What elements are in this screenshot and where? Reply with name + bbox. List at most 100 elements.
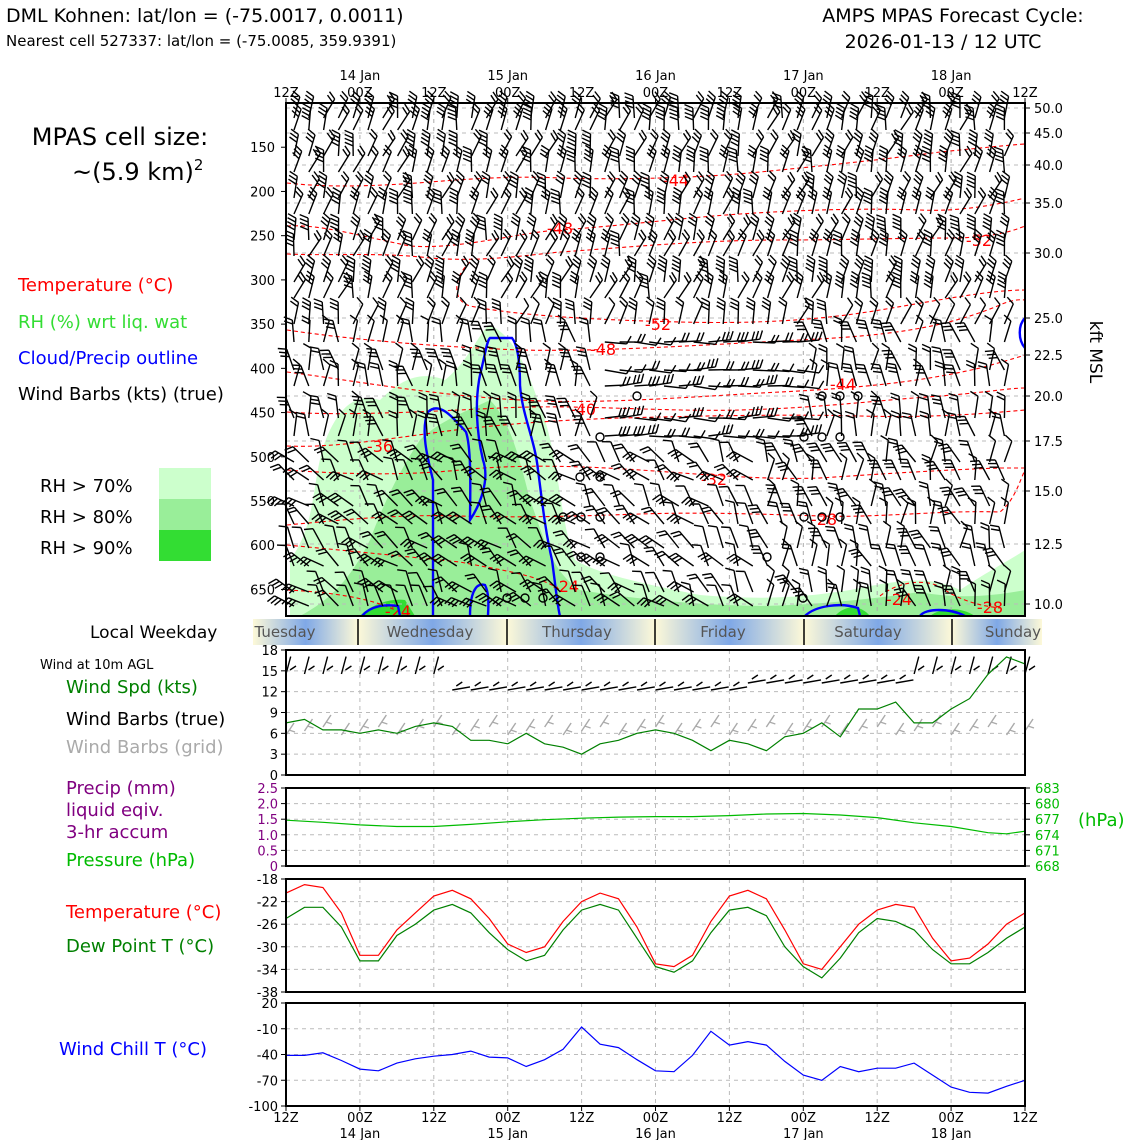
wind-10m-label: Wind at 10m AGL: [40, 658, 154, 673]
wind-barb: [557, 314, 566, 343]
wind-barb: [914, 543, 932, 567]
wind-barb: [410, 584, 428, 607]
wind-barb: [781, 102, 792, 131]
wind-barb: [890, 410, 902, 437]
wind-barb: [913, 170, 924, 199]
wind-barb: [296, 556, 324, 567]
wind-barb-grid: [322, 714, 333, 728]
y-right-tick-label: 15.0: [1034, 485, 1063, 500]
wind-barb: [327, 492, 354, 507]
wind-barb: [632, 570, 650, 593]
wind-barb: [942, 349, 961, 371]
wind-barb: [811, 90, 823, 119]
wind-barb: [542, 545, 562, 567]
wind-barb-true: [359, 656, 371, 675]
wind-barb: [749, 212, 760, 241]
wind-barb: [840, 297, 854, 325]
calm-circle: [853, 391, 863, 401]
wind-barb: [574, 186, 585, 215]
wind-barb: [836, 564, 846, 593]
wind-barb: [892, 213, 902, 240]
wind-barb: [771, 92, 784, 119]
wind-barb: [662, 439, 680, 463]
y-right-tick-label: 22.5: [1034, 349, 1063, 364]
wind-barb: [702, 572, 724, 593]
wind-barb-true: [322, 656, 334, 675]
wind-barb: [607, 582, 635, 593]
wind-barb: [890, 392, 902, 419]
wind-barb: [726, 553, 754, 567]
wind-barb: [737, 405, 763, 419]
wind-barb: [334, 571, 354, 593]
wind-barb: [500, 129, 513, 157]
wind-barb-grid: [285, 722, 296, 736]
wind-barb: [451, 390, 461, 419]
wind-barb: [337, 408, 347, 437]
wind-barb: [705, 90, 716, 119]
wind-barb: [687, 212, 698, 241]
calm-circle: [595, 432, 605, 442]
wind-barb-true: [747, 674, 766, 684]
wind-barb: [999, 212, 1010, 241]
wind-barb: [313, 446, 339, 463]
wind-barb: [808, 228, 819, 257]
wind-barb: [567, 129, 577, 157]
wind-barb: [863, 145, 874, 173]
wind-barb: [569, 460, 591, 481]
wind-barb: [899, 90, 910, 119]
wind-barb: [609, 146, 621, 173]
wind-barb: [949, 214, 961, 241]
wind-barb: [397, 103, 411, 131]
wind-barb: [884, 90, 895, 119]
x-tick-label: 12Z: [864, 1111, 890, 1126]
wind-barb: [722, 229, 736, 257]
wind-barb: [995, 187, 1006, 215]
wind-barb: [355, 469, 384, 481]
wind-barb: [824, 102, 835, 131]
wind-barb: [737, 359, 764, 371]
wind-barb: [444, 581, 472, 593]
windchill-line: [286, 1026, 1026, 1094]
wind-barb: [464, 573, 487, 593]
wind-barb: [581, 171, 592, 199]
wind-barb: [355, 361, 369, 387]
wind-barb: [389, 91, 399, 119]
wind-barb: [901, 412, 917, 437]
x-tick-label: 12Z: [1012, 1111, 1038, 1126]
wind-barb: [716, 297, 726, 325]
wind-barb: [344, 129, 354, 157]
wind-barb: [547, 514, 576, 525]
wind-barb: [301, 315, 311, 343]
wind-barb: [666, 471, 694, 482]
wind-barb: [885, 296, 895, 325]
wind-barb: [729, 297, 740, 325]
wind-barb: [1000, 478, 1010, 507]
wind-barb: [399, 538, 428, 549]
wind-barb: [618, 270, 631, 299]
wind-barb: [897, 228, 908, 257]
wind-barb: [930, 394, 946, 419]
wind-barb-grid: [876, 714, 887, 728]
wind-barb: [964, 104, 976, 131]
wind-barb: [557, 342, 567, 371]
wind-barb: [870, 342, 880, 371]
wind-barb: [485, 363, 502, 387]
wind-barb-grid: [470, 718, 480, 732]
wind-barb: [822, 270, 833, 299]
wind-barb: [913, 102, 924, 131]
wind-barb: [396, 270, 408, 299]
wind-barb: [497, 102, 508, 131]
wind-barb: [516, 456, 532, 481]
wind-barb: [469, 320, 488, 343]
wind-barb: [571, 228, 582, 257]
wind-barb: [946, 411, 961, 437]
wind-barb-true: [452, 681, 471, 691]
wind-barb: [980, 522, 991, 549]
contour-label: -52: [645, 315, 671, 334]
wind-barb: [939, 486, 961, 507]
wind-barb: [562, 538, 591, 550]
wind-barb: [597, 103, 608, 131]
wind-barb: [852, 441, 872, 463]
wind-barb: [798, 393, 813, 419]
wind-barb: [748, 102, 759, 131]
